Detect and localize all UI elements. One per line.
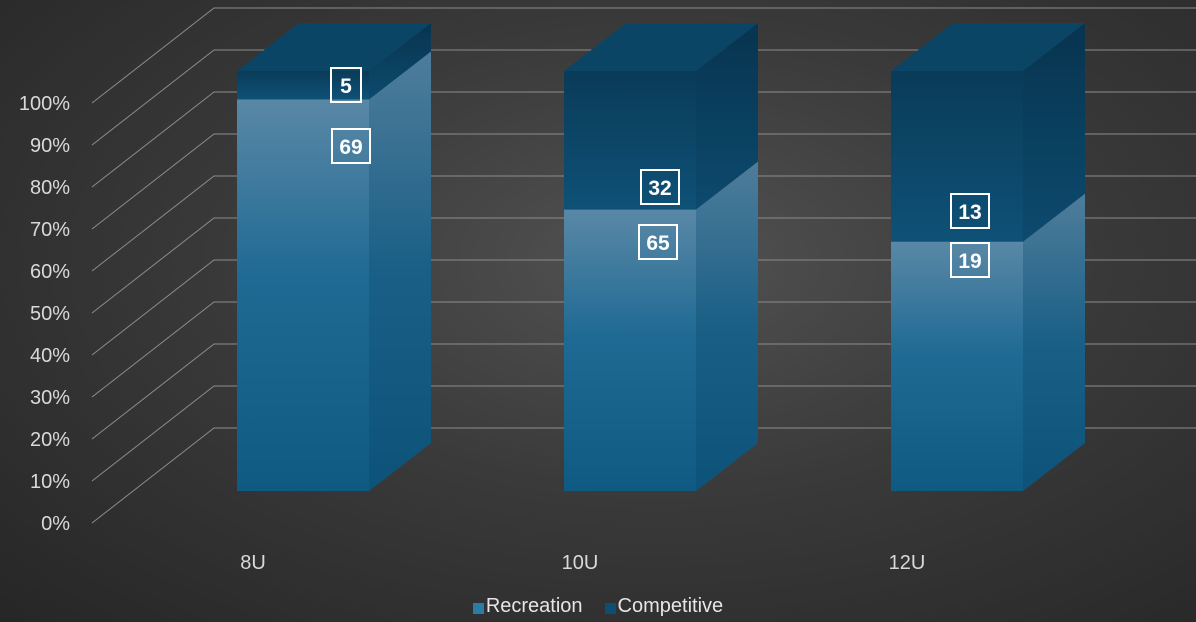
bar-competitive — [564, 71, 696, 210]
gridline — [91, 301, 1196, 398]
data-label-box — [950, 242, 990, 278]
y-tick-label: 0% — [41, 513, 70, 535]
bar-recreation — [564, 209, 696, 491]
x-tick-label: 12U — [889, 552, 926, 574]
bar-top — [237, 23, 431, 71]
y-tick-label: 30% — [30, 387, 70, 409]
y-tick-label: 40% — [30, 345, 70, 367]
y-tick-label: 70% — [30, 219, 70, 241]
data-label-box — [638, 224, 678, 260]
gridline — [91, 133, 1196, 230]
data-label-competitive: 5 — [330, 67, 362, 103]
gridline — [91, 7, 1196, 104]
bar-side-competitive — [1023, 23, 1085, 242]
bar-side-competitive — [696, 23, 758, 210]
data-label-value: 65 — [646, 232, 670, 255]
data-label-value: 5 — [340, 75, 352, 98]
bar-competitive — [891, 71, 1023, 242]
y-tick-label: 90% — [30, 135, 70, 157]
data-label-recreation: 19 — [950, 242, 990, 278]
y-tick-label: 10% — [30, 471, 70, 493]
data-label-value: 69 — [339, 136, 362, 159]
data-labels: 69 5 65 32 19 13 — [330, 67, 990, 278]
y-axis: 0% 10% 20% 30% 40% 50% 60% 70% 80% 90% 100% — [19, 93, 70, 535]
x-tick-label: 10U — [562, 552, 599, 574]
bar-side-competitive — [369, 23, 431, 100]
legend-item-recreation: Recreation — [472, 595, 583, 618]
legend-swatch-recreation — [472, 602, 484, 614]
y-tick-label: 50% — [30, 303, 70, 325]
bars — [237, 23, 1085, 491]
bar-recreation — [891, 241, 1023, 491]
x-axis: 8U 10U 12U — [240, 552, 925, 574]
gridlines — [91, 7, 1196, 524]
gridline — [91, 217, 1196, 314]
data-label-box — [950, 193, 990, 229]
gridline — [91, 427, 1196, 524]
bar-side-recreation — [1023, 193, 1085, 491]
data-label-box — [331, 128, 371, 164]
gridline — [91, 175, 1196, 272]
data-label-value: 13 — [958, 201, 981, 224]
y-tick-label: 80% — [30, 177, 70, 199]
gridline — [91, 91, 1196, 188]
data-label-value: 19 — [958, 250, 981, 273]
gridline — [91, 343, 1196, 440]
x-tick-label: 8U — [240, 552, 266, 574]
gridline — [91, 259, 1196, 356]
bar-competitive — [237, 71, 369, 100]
bar-side-recreation — [369, 51, 431, 491]
legend-label-recreation: Recreation — [485, 595, 583, 617]
legend-item-competitive: Competitive — [604, 595, 724, 618]
y-tick-label: 60% — [30, 261, 70, 283]
legend-swatch-competitive — [604, 602, 616, 614]
bar-top — [891, 23, 1085, 71]
legend-label-competitive: Competitive — [617, 595, 724, 617]
data-label-box — [640, 169, 680, 205]
legend: Recreation Competitive — [0, 595, 1196, 618]
data-label-recreation: 65 — [638, 224, 678, 260]
bar-side-recreation — [696, 161, 758, 491]
gridline — [91, 385, 1196, 482]
data-label-competitive: 32 — [640, 169, 680, 205]
gridline — [91, 49, 1196, 146]
data-label-value: 32 — [648, 177, 671, 200]
data-label-recreation: 69 — [331, 128, 371, 164]
data-label-competitive: 13 — [950, 193, 990, 229]
y-tick-label: 20% — [30, 429, 70, 451]
data-label-box — [330, 67, 362, 103]
bar-recreation — [237, 99, 369, 491]
y-tick-label: 100% — [19, 93, 70, 115]
bar-top — [564, 23, 758, 71]
